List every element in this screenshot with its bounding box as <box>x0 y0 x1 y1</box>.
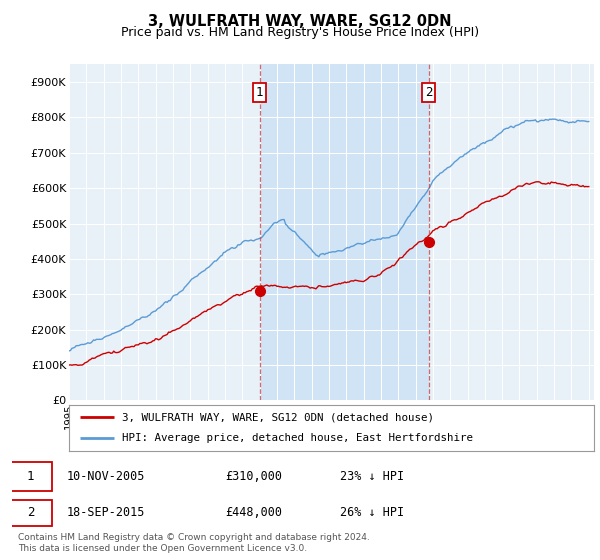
FancyBboxPatch shape <box>9 461 52 492</box>
Text: Price paid vs. HM Land Registry's House Price Index (HPI): Price paid vs. HM Land Registry's House … <box>121 26 479 39</box>
Bar <box>260 64 428 400</box>
Text: £448,000: £448,000 <box>225 506 282 520</box>
Text: 2: 2 <box>26 506 34 520</box>
Text: 18-SEP-2015: 18-SEP-2015 <box>67 506 145 520</box>
Text: 3, WULFRATH WAY, WARE, SG12 0DN: 3, WULFRATH WAY, WARE, SG12 0DN <box>148 14 452 29</box>
Text: 23% ↓ HPI: 23% ↓ HPI <box>340 470 404 483</box>
Text: 2: 2 <box>425 86 432 99</box>
Text: 26% ↓ HPI: 26% ↓ HPI <box>340 506 404 520</box>
Text: 1: 1 <box>256 86 263 99</box>
Text: Contains HM Land Registry data © Crown copyright and database right 2024.
This d: Contains HM Land Registry data © Crown c… <box>18 533 370 553</box>
Text: 3, WULFRATH WAY, WARE, SG12 0DN (detached house): 3, WULFRATH WAY, WARE, SG12 0DN (detache… <box>121 412 433 422</box>
Text: 10-NOV-2005: 10-NOV-2005 <box>67 470 145 483</box>
Text: £310,000: £310,000 <box>225 470 282 483</box>
Text: 1: 1 <box>26 470 34 483</box>
Text: HPI: Average price, detached house, East Hertfordshire: HPI: Average price, detached house, East… <box>121 433 473 444</box>
FancyBboxPatch shape <box>9 500 52 526</box>
